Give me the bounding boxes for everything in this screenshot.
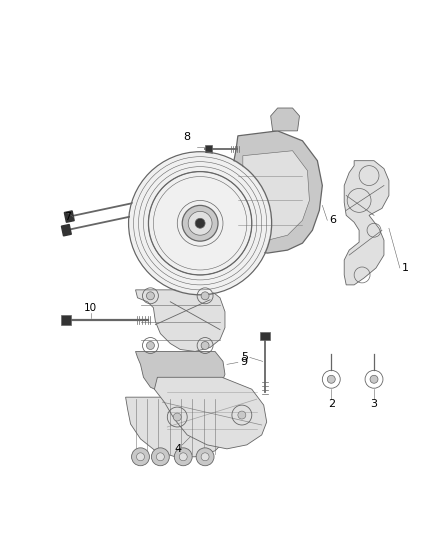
Text: 10: 10 — [84, 303, 97, 313]
Circle shape — [201, 292, 209, 300]
Circle shape — [195, 219, 205, 228]
Polygon shape — [126, 397, 230, 457]
Circle shape — [179, 453, 187, 461]
Circle shape — [182, 205, 218, 241]
Text: 9: 9 — [240, 358, 247, 367]
Circle shape — [156, 453, 164, 461]
Text: 4: 4 — [175, 444, 182, 454]
Polygon shape — [61, 224, 71, 236]
Circle shape — [146, 292, 155, 300]
Circle shape — [201, 453, 209, 461]
Circle shape — [188, 212, 212, 235]
Circle shape — [370, 375, 378, 383]
Circle shape — [196, 448, 214, 466]
Polygon shape — [260, 332, 270, 340]
Text: 6: 6 — [329, 215, 336, 225]
Polygon shape — [61, 314, 71, 325]
Polygon shape — [205, 145, 212, 153]
Polygon shape — [344, 160, 389, 285]
Text: 1: 1 — [402, 263, 409, 273]
Text: 5: 5 — [241, 352, 248, 362]
Circle shape — [174, 448, 192, 466]
Circle shape — [327, 375, 335, 383]
Text: 7: 7 — [64, 212, 71, 222]
Polygon shape — [271, 108, 300, 131]
Circle shape — [131, 448, 149, 466]
Circle shape — [238, 411, 246, 419]
Polygon shape — [135, 351, 225, 397]
Polygon shape — [220, 131, 322, 253]
Polygon shape — [233, 151, 309, 240]
Circle shape — [146, 342, 155, 350]
Polygon shape — [155, 377, 267, 449]
Polygon shape — [64, 211, 74, 222]
Circle shape — [130, 153, 271, 294]
Circle shape — [201, 342, 209, 350]
Polygon shape — [135, 290, 225, 351]
Circle shape — [137, 453, 145, 461]
Circle shape — [173, 413, 181, 421]
Circle shape — [152, 448, 170, 466]
Text: 3: 3 — [371, 399, 378, 409]
Text: 2: 2 — [328, 399, 335, 409]
Text: 8: 8 — [184, 132, 191, 142]
